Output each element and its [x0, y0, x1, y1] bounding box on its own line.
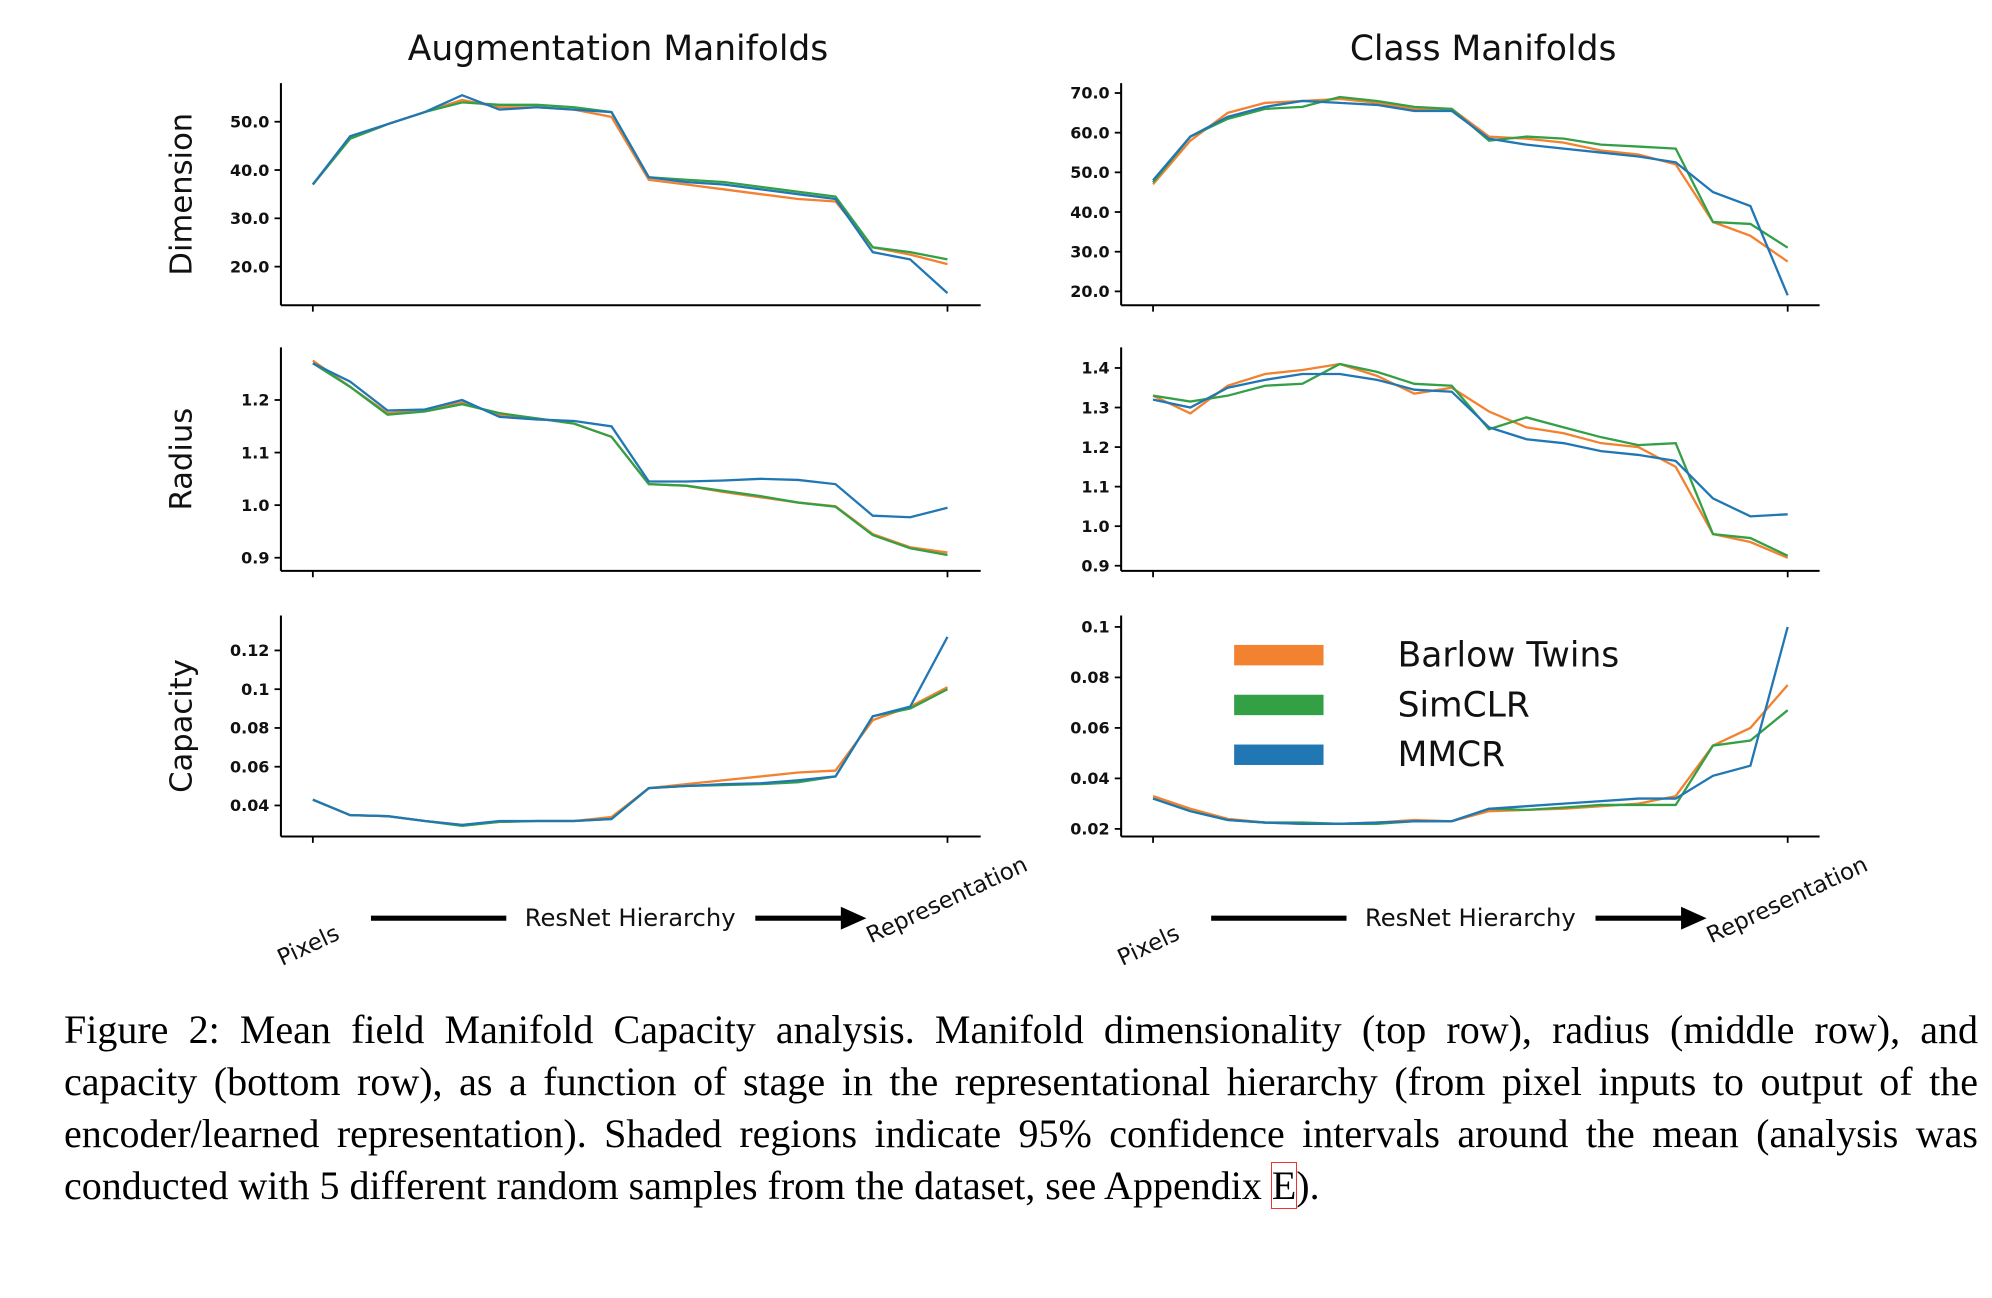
- figure: 20.0 30.0 40.0 50.0 Augmentation Manifolds Di…: [165, 29, 1872, 971]
- x-axis-label: ResNet Hierarchy: [1365, 903, 1576, 932]
- y-tick-label: 60.0: [1070, 123, 1109, 142]
- x-tick-label: Pixels: [273, 920, 343, 971]
- legend-label: MMCR: [1398, 735, 1506, 775]
- y-tick-label: 0.08: [1070, 668, 1109, 687]
- arrow-head: [1681, 906, 1707, 930]
- series-line: [1152, 95, 1789, 249]
- series-line: [311, 93, 949, 294]
- y-tick-label: 40.0: [1070, 203, 1109, 222]
- legend-swatch: [1234, 744, 1324, 765]
- y-tick-label: 30.0: [1070, 242, 1109, 261]
- x-tick-label: Representation: [863, 852, 1032, 949]
- y-tick-label: 20.0: [1070, 282, 1109, 301]
- y-tick-label: 0.08: [230, 719, 269, 738]
- y-tick-label: 0.9: [1081, 556, 1109, 575]
- x-tick-label: Pixels: [1114, 920, 1184, 971]
- series-line: [1152, 362, 1789, 559]
- x-axis-label: ResNet Hierarchy: [525, 903, 736, 932]
- y-tick-label: 0.9: [241, 548, 269, 567]
- y-tick-label: 30.0: [230, 209, 269, 228]
- series-line: [312, 362, 948, 557]
- arrow-head: [840, 906, 867, 930]
- legend-swatch: [1234, 644, 1324, 666]
- y-tick-label: 0.1: [241, 680, 269, 699]
- caption-end: ).: [1296, 1163, 1320, 1208]
- y-tick-label: 50.0: [1070, 163, 1109, 182]
- caption: Figure 2: Mean field Manifold Capacity a…: [64, 1004, 1978, 1212]
- y-tick-label: 70.0: [1070, 84, 1109, 103]
- y-tick-label: 1.2: [1081, 438, 1109, 457]
- y-tick-label: 1.1: [241, 443, 269, 462]
- series-line: [312, 362, 948, 519]
- y-tick-label: 0.06: [1070, 719, 1109, 738]
- series-line: [1152, 97, 1789, 263]
- x-tick-label: Representation: [1703, 852, 1872, 949]
- y-tick-label: 50.0: [230, 112, 269, 131]
- y-axis-label: Dimension: [165, 113, 200, 276]
- series-line: [311, 101, 948, 261]
- y-tick-label: 0.04: [230, 796, 269, 815]
- series-line: [312, 359, 948, 554]
- series-line: [1152, 99, 1789, 296]
- series-line: [312, 636, 949, 827]
- y-tick-label: 1.3: [1081, 398, 1109, 417]
- y-tick-label: 0.04: [1070, 769, 1109, 788]
- y-tick-label: 1.4: [1081, 359, 1109, 378]
- legend-label: Barlow Twins: [1398, 636, 1620, 676]
- chart-title: Class Manifolds: [1350, 29, 1617, 69]
- chart-title: Augmentation Manifolds: [408, 29, 828, 69]
- series-line: [312, 688, 949, 828]
- legend-swatch: [1234, 694, 1324, 716]
- y-tick-label: 20.0: [230, 257, 269, 276]
- y-tick-label: 0.12: [230, 641, 269, 660]
- y-tick-label: 1.0: [241, 496, 269, 515]
- series-line: [1152, 362, 1789, 557]
- y-tick-label: 1.2: [241, 391, 269, 410]
- series-line: [1152, 626, 1789, 825]
- appendix-link[interactable]: E: [1270, 1162, 1298, 1209]
- y-axis-label: Capacity: [165, 659, 200, 793]
- y-tick-label: 40.0: [230, 161, 269, 180]
- y-tick-label: 1.0: [1081, 517, 1109, 536]
- y-axis-label: Radius: [165, 408, 200, 511]
- series-line: [1152, 372, 1788, 518]
- y-tick-label: 0.02: [1070, 820, 1109, 839]
- caption-text: Figure 2: Mean field Manifold Capacity a…: [64, 1007, 1978, 1208]
- legend-label: SimCLR: [1398, 685, 1530, 725]
- series-line: [311, 98, 948, 266]
- y-tick-label: 0.06: [230, 757, 269, 776]
- y-tick-label: 1.1: [1081, 477, 1109, 496]
- y-tick-label: 0.1: [1081, 618, 1109, 637]
